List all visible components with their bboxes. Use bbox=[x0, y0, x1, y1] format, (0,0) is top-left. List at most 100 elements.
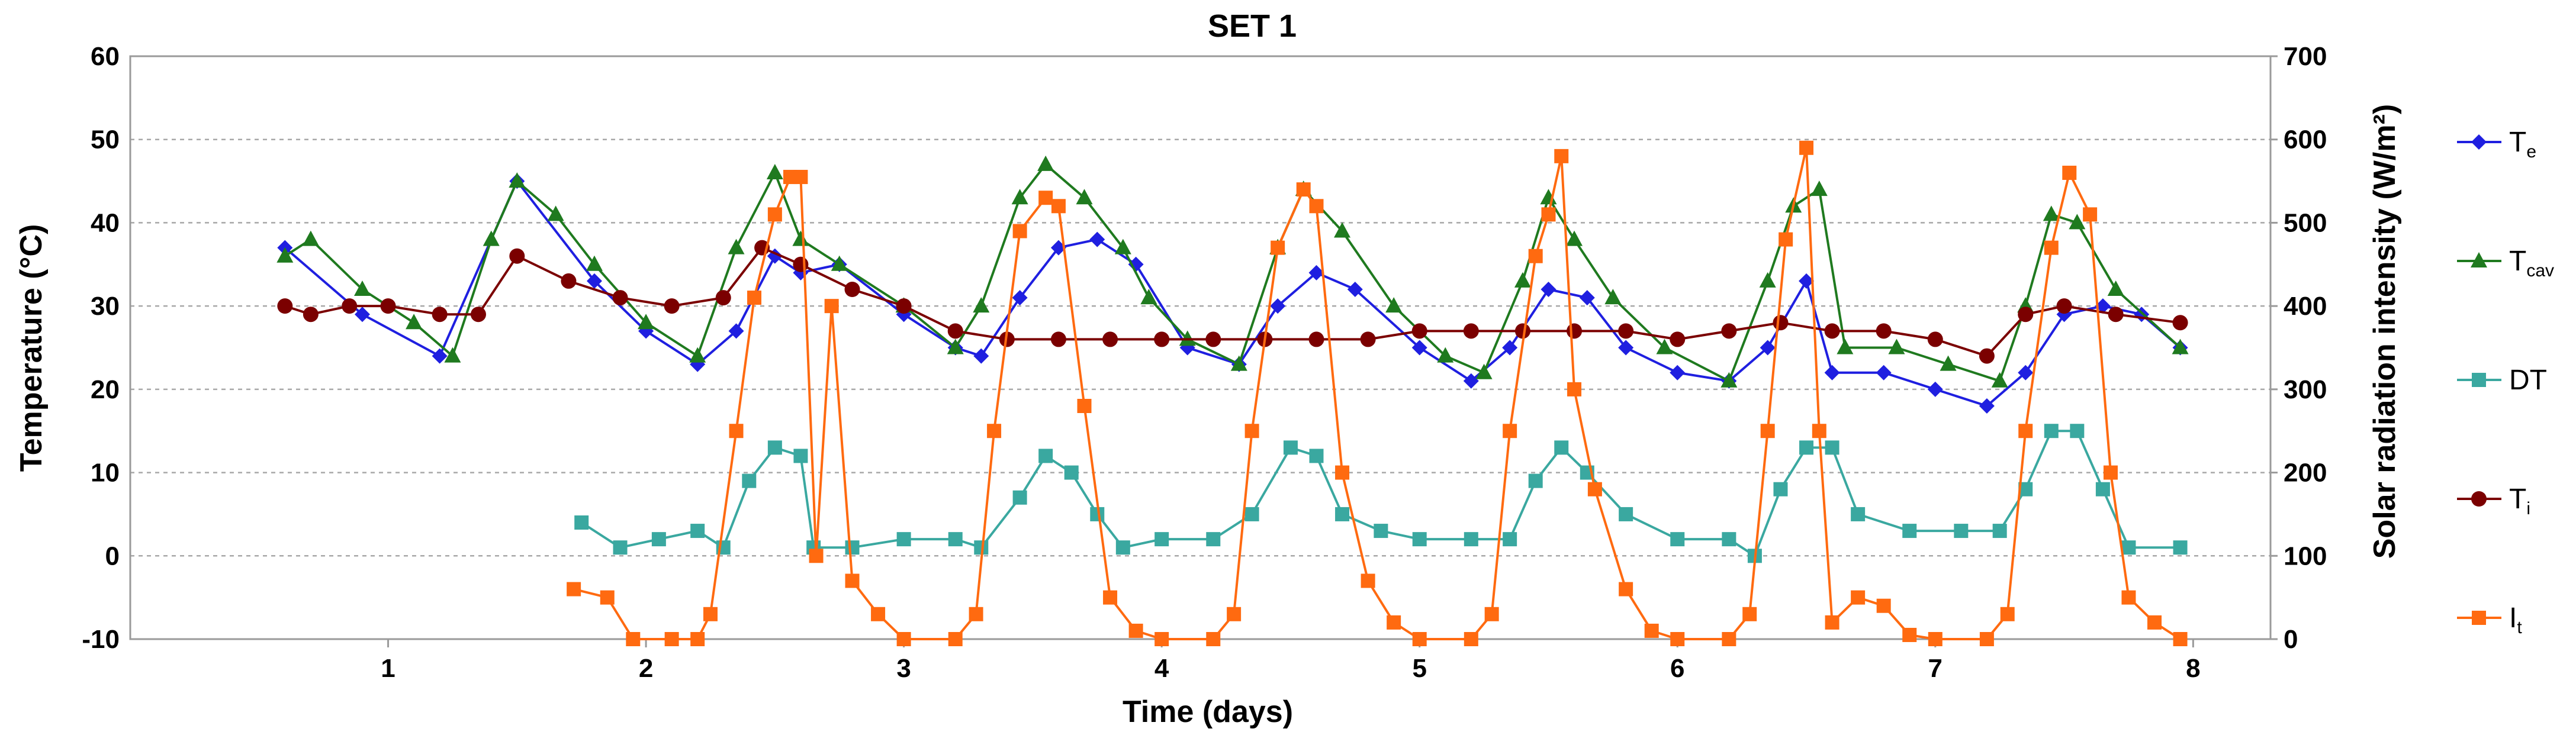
data-point-It bbox=[1464, 632, 1478, 646]
data-point-It bbox=[2173, 632, 2188, 646]
data-point-DT bbox=[1115, 540, 1130, 555]
y-tick-label: 50 bbox=[91, 125, 120, 154]
data-point-It bbox=[1587, 482, 1602, 496]
data-point-It bbox=[690, 632, 705, 646]
data-point-Tcav bbox=[2069, 214, 2086, 230]
data-point-Ti bbox=[2056, 298, 2072, 314]
data-point-Ti bbox=[1360, 331, 1376, 347]
data-point-Te bbox=[1760, 340, 1776, 356]
data-point-It bbox=[729, 424, 744, 439]
data-point-It bbox=[747, 291, 762, 305]
data-point-DT bbox=[1206, 532, 1221, 547]
data-point-Tcav bbox=[302, 230, 319, 246]
data-point-Ti bbox=[2172, 315, 2188, 331]
data-point-DT bbox=[613, 540, 628, 555]
data-point-Ti bbox=[277, 298, 293, 314]
data-point-Tcav bbox=[406, 314, 423, 330]
data-point-Te bbox=[1502, 340, 1518, 356]
data-point-Ti bbox=[1721, 323, 1737, 339]
data-point-Tcav bbox=[1991, 372, 2008, 388]
series-line-Te bbox=[284, 180, 2181, 407]
y-tick-label: 60 bbox=[91, 42, 120, 71]
data-point-It bbox=[2062, 166, 2077, 180]
data-point-DT bbox=[2173, 540, 2188, 555]
data-point-It bbox=[1271, 240, 1285, 255]
data-point-DT bbox=[1038, 449, 1053, 463]
data-point-Te bbox=[1670, 365, 1686, 381]
data-point-Te bbox=[1579, 290, 1595, 306]
data-point-Ti bbox=[844, 282, 860, 297]
y2-tick-label: 0 bbox=[2284, 625, 2298, 654]
data-point-DT bbox=[742, 473, 757, 488]
data-point-It bbox=[845, 573, 860, 588]
x-tick-label: 7 bbox=[1928, 654, 1943, 683]
data-point-It bbox=[1227, 607, 1242, 621]
legend-marker-Te bbox=[2471, 134, 2487, 150]
data-point-Ti bbox=[793, 256, 809, 272]
data-point-Ti bbox=[1927, 331, 1943, 347]
data-point-DT bbox=[1954, 524, 1969, 539]
data-point-It bbox=[824, 299, 839, 314]
y-tick-label: 10 bbox=[91, 459, 120, 488]
x-tick-label: 8 bbox=[2186, 654, 2200, 683]
data-point-Te bbox=[2018, 365, 2034, 381]
data-point-Te bbox=[728, 323, 744, 339]
data-point-It bbox=[1812, 424, 1826, 439]
series-It bbox=[567, 140, 2188, 646]
series-Tcav bbox=[276, 155, 2189, 388]
data-point-Ti bbox=[1463, 323, 1479, 339]
data-point-Tcav bbox=[444, 347, 461, 363]
data-point-DT bbox=[1851, 507, 1866, 521]
y2-tick-label: 700 bbox=[2284, 42, 2327, 71]
data-point-Te bbox=[973, 348, 989, 364]
data-point-It bbox=[1619, 582, 1633, 597]
data-point-Ti bbox=[1205, 331, 1221, 347]
legend-item-DT: DT bbox=[2457, 365, 2547, 396]
data-point-DT bbox=[1335, 507, 1350, 521]
x-tick-label: 2 bbox=[639, 654, 653, 683]
data-point-Te bbox=[1089, 231, 1105, 247]
data-point-It bbox=[1128, 623, 1143, 638]
data-point-It bbox=[1154, 632, 1169, 646]
data-point-Tcav bbox=[1334, 222, 1351, 238]
data-point-DT bbox=[767, 440, 782, 455]
data-point-Ti bbox=[1411, 323, 1427, 339]
data-point-Tcav bbox=[1011, 189, 1028, 205]
data-point-Ti bbox=[432, 307, 448, 323]
data-point-Ti bbox=[1876, 323, 1892, 339]
data-point-Te bbox=[1012, 290, 1028, 306]
data-point-Te bbox=[1308, 265, 1324, 280]
data-point-It bbox=[600, 590, 615, 605]
legend-marker-Ti bbox=[2471, 491, 2487, 507]
data-point-Tcav bbox=[1940, 355, 1957, 371]
data-point-It bbox=[2000, 607, 2015, 621]
data-point-It bbox=[1077, 399, 1092, 413]
data-point-It bbox=[567, 582, 581, 597]
data-point-It bbox=[1051, 199, 1066, 214]
data-point-Te bbox=[354, 307, 370, 323]
data-point-It bbox=[703, 607, 718, 621]
data-point-DT bbox=[1670, 532, 1685, 547]
data-point-It bbox=[1742, 607, 1757, 621]
data-point-It bbox=[1979, 632, 1994, 646]
data-point-DT bbox=[1412, 532, 1427, 547]
data-point-DT bbox=[1722, 532, 1736, 547]
data-point-DT bbox=[2121, 540, 2136, 555]
legend-label-DT: DT bbox=[2509, 365, 2547, 396]
data-point-Ti bbox=[1824, 323, 1840, 339]
data-point-It bbox=[1103, 590, 1118, 605]
data-point-Tcav bbox=[728, 238, 745, 254]
data-point-It bbox=[1825, 615, 1839, 630]
y2-tick-label: 500 bbox=[2284, 208, 2327, 237]
data-point-Ti bbox=[612, 290, 628, 306]
data-point-It bbox=[1528, 249, 1543, 263]
data-point-Tcav bbox=[2107, 280, 2124, 296]
data-point-Ti bbox=[509, 248, 525, 264]
data-point-Tcav bbox=[831, 255, 848, 271]
y-tick-label: 40 bbox=[91, 208, 120, 237]
data-point-Tcav bbox=[1114, 238, 1131, 254]
data-point-DT bbox=[896, 532, 911, 547]
data-point-It bbox=[1296, 182, 1311, 197]
